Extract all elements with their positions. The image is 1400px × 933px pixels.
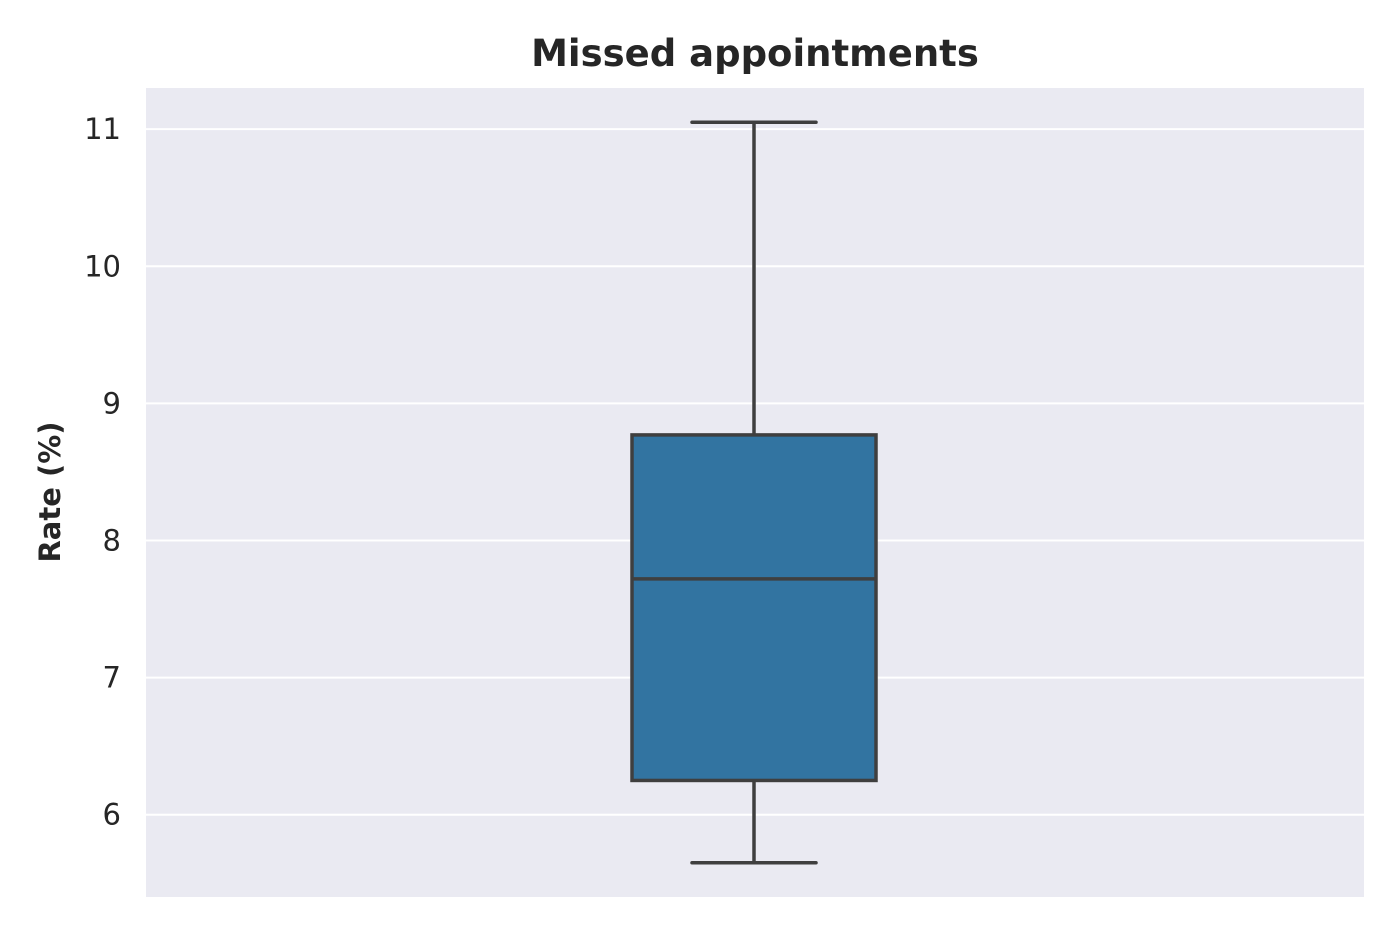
interquartile-box [630, 433, 878, 783]
y-tick-label: 9 [103, 386, 121, 420]
y-axis-label: Rate (%) [33, 421, 67, 562]
y-tick-label: 8 [103, 523, 121, 557]
box-layer [630, 120, 878, 865]
y-axis-ticks: 6 7 8 9 10 11 [84, 112, 121, 832]
y-tick-label: 10 [84, 249, 121, 283]
y-tick-label: 6 [103, 798, 121, 832]
chart-title: Missed appointments [531, 32, 979, 75]
y-tick-label: 7 [103, 661, 121, 695]
y-tick-label: 11 [84, 112, 121, 146]
